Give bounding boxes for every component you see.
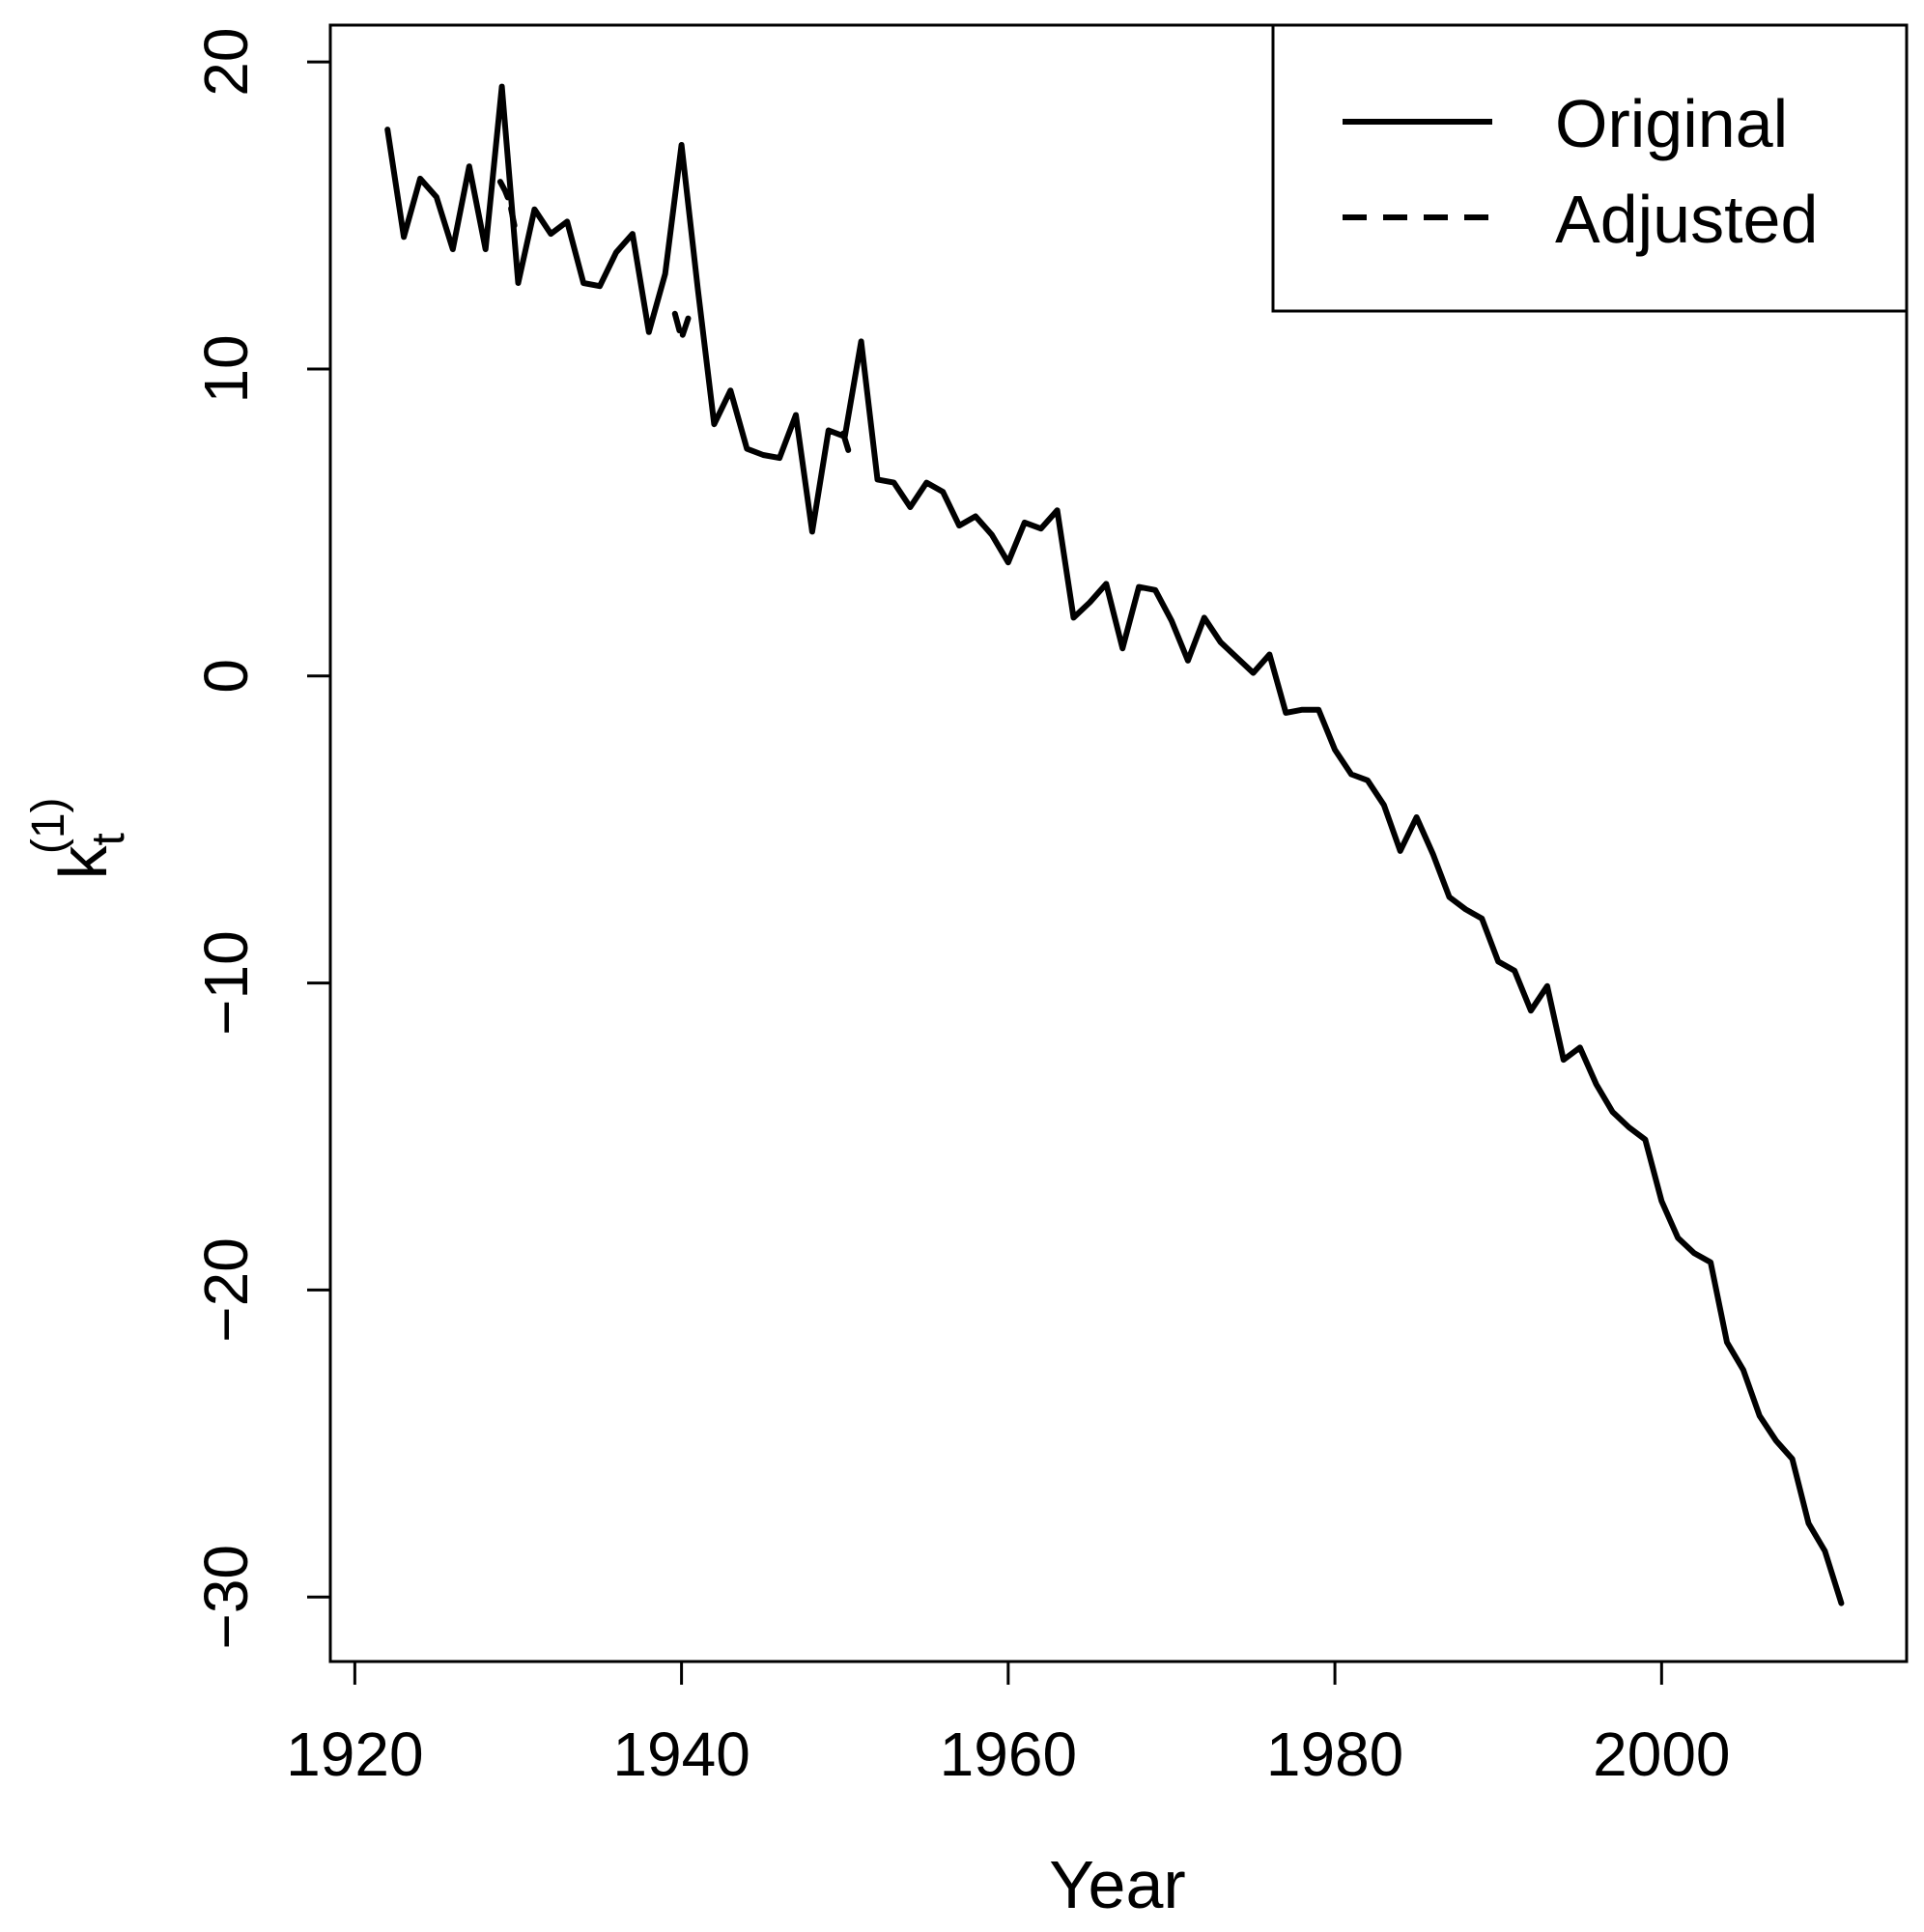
x-axis-title: Year (1049, 1847, 1185, 1922)
series-original-line (384, 83, 1845, 1606)
y-axis-ticks: 20 10 0 −10 −20 −30 (191, 28, 330, 1650)
plot-area-frame (328, 23, 1909, 1663)
y-axis-title: kt (1) (23, 797, 134, 879)
svg-text:kt(1): kt (1) (23, 797, 134, 879)
x-tick-label: 1920 (286, 1719, 423, 1789)
x-tick-label: 1940 (612, 1719, 750, 1789)
y-axis-title-base: k (45, 845, 121, 880)
legend-box (1271, 23, 1909, 313)
y-tick-label: 20 (191, 28, 261, 97)
legend-label-adjusted: Adjusted (1555, 182, 1818, 257)
x-axis-ticks: 1920 1940 1960 1980 2000 (286, 1662, 1731, 1789)
y-axis-title-superscript: (1) (23, 797, 74, 854)
series-layer (384, 83, 1845, 1606)
series-adjusted-segment (496, 179, 519, 231)
y-axis-title-subscript: t (83, 833, 134, 845)
series-adjusted-segment (671, 310, 693, 342)
x-tick-label: 2000 (1593, 1719, 1730, 1789)
series-adjusted-segment (840, 430, 853, 458)
x-tick-label: 1980 (1266, 1719, 1403, 1789)
y-tick-label: −10 (191, 930, 261, 1036)
x-tick-label: 1960 (940, 1719, 1077, 1789)
y-tick-label: 0 (191, 659, 261, 694)
legend-label-original: Original (1555, 86, 1788, 161)
legend: Original Adjusted (1271, 23, 1909, 313)
y-tick-label: −20 (191, 1237, 261, 1343)
y-tick-label: −30 (191, 1545, 261, 1650)
y-tick-label: 10 (191, 334, 261, 403)
